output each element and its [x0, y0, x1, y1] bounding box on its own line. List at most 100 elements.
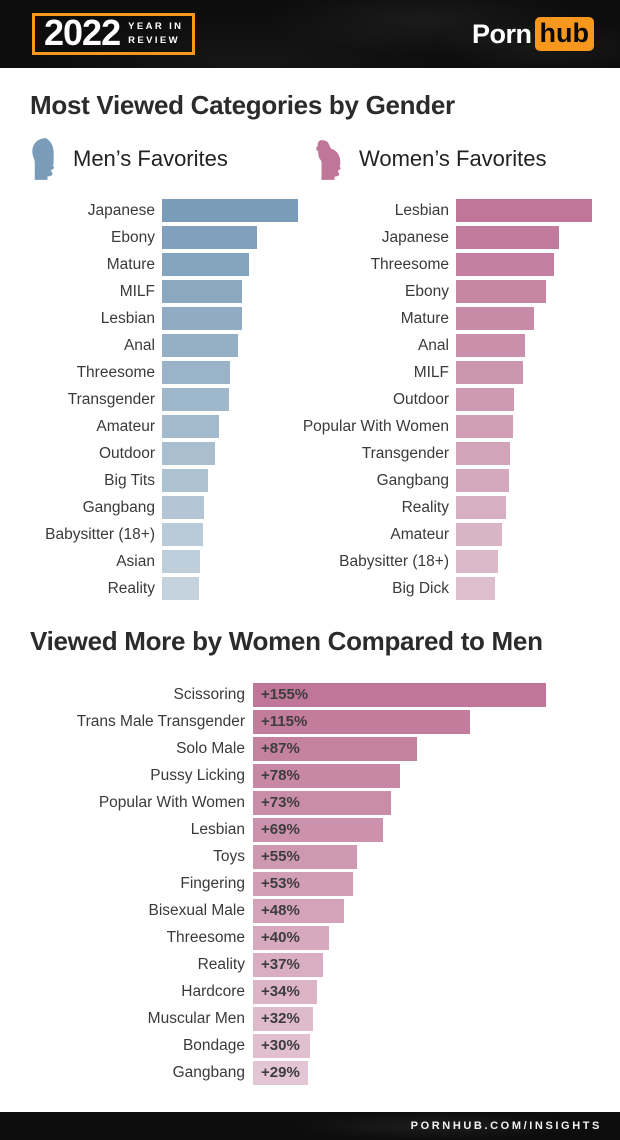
- bar: [456, 361, 523, 385]
- bar: +37%: [253, 952, 323, 977]
- chart-row: Hardcore +34%: [30, 978, 620, 1005]
- category-label: Reality: [197, 955, 245, 973]
- category-label: Reality: [401, 498, 449, 516]
- bar: [456, 496, 506, 520]
- chart-row: Popular With Women: [249, 413, 592, 440]
- bar-value-label: +40%: [261, 929, 300, 947]
- chart-row: Outdoor: [249, 386, 592, 413]
- bar-value-label: +69%: [261, 821, 300, 839]
- bar: +155%: [253, 682, 546, 707]
- bar: +73%: [253, 790, 391, 815]
- category-label: Bondage: [182, 1036, 245, 1054]
- bar: +78%: [253, 763, 400, 788]
- women-legend: Women’s Favorites: [314, 137, 546, 181]
- chart-row: Threesome: [30, 359, 302, 386]
- bar: [162, 361, 230, 385]
- category-label: Babysitter (18+): [45, 525, 155, 543]
- chart-row: Reality +37%: [30, 951, 620, 978]
- category-label: Amateur: [96, 417, 155, 435]
- chart-row: Outdoor: [30, 440, 302, 467]
- bar: +34%: [253, 979, 317, 1004]
- bar: [162, 442, 215, 466]
- bar-value-label: +48%: [261, 902, 300, 920]
- bar: +30%: [253, 1033, 310, 1058]
- bar: +69%: [253, 817, 383, 842]
- category-label: Gangbang: [172, 1063, 245, 1081]
- category-label: Bisexual Male: [148, 901, 246, 919]
- chart-row: Transgender: [249, 440, 592, 467]
- chart-row: Anal: [249, 332, 592, 359]
- category-label: Japanese: [381, 228, 449, 246]
- bar: [162, 415, 219, 439]
- bar: +40%: [253, 925, 329, 950]
- chart-row: Anal: [30, 332, 302, 359]
- chart-row: Babysitter (18+): [30, 521, 302, 548]
- bar: [162, 550, 200, 574]
- bar-value-label: +29%: [261, 1064, 300, 1082]
- bar: [162, 307, 242, 331]
- category-label: Big Dick: [392, 579, 449, 597]
- category-label: Anal: [417, 336, 449, 354]
- bar: [162, 334, 238, 358]
- category-label: Ebony: [405, 282, 449, 300]
- bar: [162, 496, 204, 520]
- bar-value-label: +87%: [261, 740, 300, 758]
- bar: [456, 307, 534, 331]
- header-bar: 2022 YEAR IN REVIEW Porn hub: [0, 0, 620, 68]
- bar: [456, 523, 502, 547]
- bar: [162, 577, 199, 601]
- bar-value-label: +53%: [261, 875, 300, 893]
- bar: [456, 415, 513, 439]
- chart-row: Mature: [30, 251, 302, 278]
- category-label: Solo Male: [176, 739, 245, 757]
- chart-row: MILF: [30, 278, 302, 305]
- badge-tagline-line2: REVIEW: [128, 35, 180, 46]
- category-label: Threesome: [76, 363, 155, 381]
- chart-row: Amateur: [249, 521, 592, 548]
- category-label: Gangbang: [376, 471, 449, 489]
- chart-row: Lesbian: [30, 305, 302, 332]
- chart-row: Babysitter (18+): [249, 548, 592, 575]
- category-label: MILF: [119, 282, 155, 300]
- bar: [456, 388, 514, 412]
- category-label: Hardcore: [181, 982, 245, 1000]
- chart-row: Asian: [30, 548, 302, 575]
- bar: [162, 469, 208, 493]
- bar-value-label: +30%: [261, 1037, 300, 1055]
- men-legend: Men’s Favorites: [28, 137, 228, 181]
- bar: [456, 469, 509, 493]
- chart-row: Gangbang: [30, 494, 302, 521]
- chart-row: Muscular Men +32%: [30, 1005, 620, 1032]
- bar: [162, 388, 229, 412]
- category-label: Big Tits: [104, 471, 155, 489]
- bar: [456, 442, 510, 466]
- chart-row: Trans Male Transgender +115%: [30, 708, 620, 735]
- category-label: Toys: [213, 847, 245, 865]
- male-head-icon: [28, 137, 64, 181]
- badge-tagline: YEAR IN REVIEW: [128, 20, 183, 48]
- bar: [456, 226, 559, 250]
- category-label: Trans Male Transgender: [76, 712, 245, 730]
- category-label: Lesbian: [394, 201, 449, 219]
- category-label: Gangbang: [82, 498, 155, 516]
- chart-row: Threesome +40%: [30, 924, 620, 951]
- bar: [162, 226, 257, 250]
- chart-row: Japanese: [249, 224, 592, 251]
- category-label: Babysitter (18+): [339, 552, 449, 570]
- bar: [162, 199, 298, 223]
- bar-value-label: +78%: [261, 767, 300, 785]
- chart-row: Mature: [249, 305, 592, 332]
- category-label: Fingering: [180, 874, 245, 892]
- chart-row: Ebony: [249, 278, 592, 305]
- chart-row: Pussy Licking +78%: [30, 762, 620, 789]
- category-label: Ebony: [111, 228, 155, 246]
- bar-value-label: +155%: [261, 686, 309, 704]
- chart-row: Fingering +53%: [30, 870, 620, 897]
- bar: [456, 550, 498, 574]
- bar-value-label: +34%: [261, 983, 300, 1001]
- bar-value-label: +32%: [261, 1010, 300, 1028]
- category-label: Lesbian: [190, 820, 245, 838]
- section1-title: Most Viewed Categories by Gender: [30, 90, 455, 120]
- chart-row: Bisexual Male +48%: [30, 897, 620, 924]
- category-label: Mature: [400, 309, 449, 327]
